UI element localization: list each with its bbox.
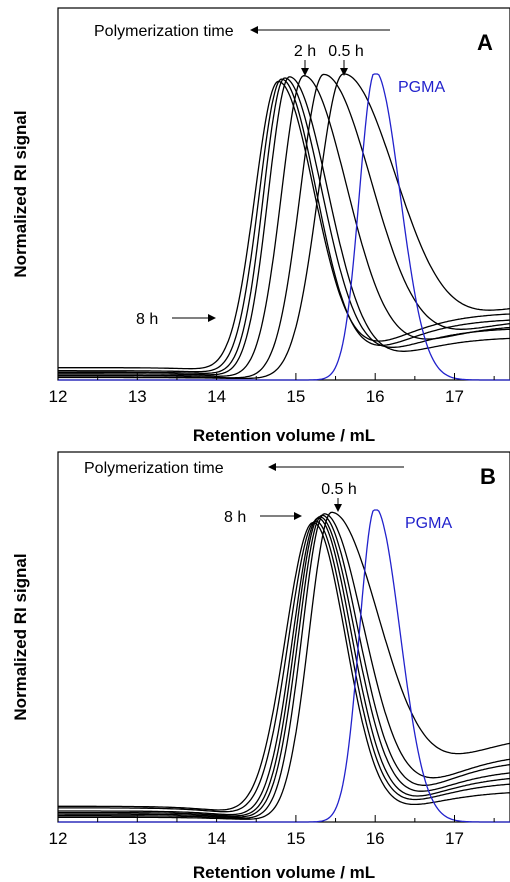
- panel-a: 12 13 14 15 16 17 Polymerization time A 2 h 0…: [11, 7, 510, 445]
- x-tick-label: 17: [445, 387, 464, 406]
- panel-a-8h-label: 8 h: [136, 311, 158, 328]
- panel-b-curves: [58, 509, 510, 823]
- series-4-line: [58, 76, 510, 376]
- series-pgma-line: [58, 73, 510, 381]
- series-pgma-line: [58, 509, 510, 823]
- panel-a-x-ticks: 12 13 14 15 16 17: [49, 373, 495, 406]
- panel-b-8h-arrowhead: [294, 512, 302, 520]
- panel-b-05h-arrowhead: [334, 504, 342, 512]
- series-3-line: [58, 517, 510, 816]
- series-6-line: [58, 513, 510, 819]
- panel-b-frame: [57, 451, 510, 823]
- panel-a-curves: [58, 73, 510, 381]
- x-tick-label: 17: [445, 829, 464, 848]
- series-2-line: [58, 520, 510, 813]
- panel-a-y-axis-label: Normalized RI signal: [11, 110, 30, 277]
- x-tick-label: 16: [366, 387, 385, 406]
- x-tick-label: 14: [207, 829, 226, 848]
- series-6-line: [58, 73, 510, 379]
- panel-a-time-arrowhead: [250, 26, 258, 34]
- panel-a-frame: [57, 7, 510, 381]
- series-2-line: [58, 78, 510, 373]
- series-4-line: [58, 516, 510, 817]
- panel-a-05h-arrowhead: [340, 68, 348, 76]
- panel-a-8h-arrowhead: [208, 314, 216, 322]
- panel-b-x-axis-label: Retention volume / mL: [193, 863, 375, 882]
- x-tick-label: 12: [49, 387, 68, 406]
- panel-b-arrow-text: Polymerization time: [84, 460, 224, 477]
- panel-a-peak-label-05h: 0.5 h: [328, 43, 364, 60]
- x-tick-label: 14: [207, 387, 226, 406]
- panel-b: 12 13 14 15 16 17 Polymerization time B 0.5 h…: [11, 451, 510, 882]
- panel-a-letter: A: [477, 30, 493, 55]
- x-tick-label: 16: [366, 829, 385, 848]
- panel-b-y-axis-label: Normalized RI signal: [11, 553, 30, 720]
- series-7-line: [58, 73, 510, 380]
- x-tick-label: 15: [286, 387, 305, 406]
- panel-a-pgma-label: PGMA: [398, 79, 445, 96]
- series-5-line: [58, 75, 510, 377]
- x-tick-label: 12: [49, 829, 68, 848]
- series-5-line: [58, 514, 510, 818]
- panel-a-arrow-text: Polymerization time: [94, 23, 234, 40]
- panel-b-pgma-label: PGMA: [405, 515, 452, 532]
- panel-b-time-arrowhead: [268, 463, 276, 471]
- panel-b-x-ticks: 12 13 14 15 16 17: [49, 815, 495, 848]
- series-1-line: [58, 521, 510, 811]
- panel-b-peak-label-05h: 0.5 h: [321, 481, 357, 498]
- series-7-line: [58, 511, 510, 820]
- panel-b-letter: B: [480, 464, 496, 489]
- x-tick-label: 13: [128, 387, 147, 406]
- panel-a-peak-label-2h: 2 h: [294, 43, 316, 60]
- x-tick-label: 13: [128, 829, 147, 848]
- panel-a-x-axis-label: Retention volume / mL: [193, 426, 375, 445]
- x-tick-label: 15: [286, 829, 305, 848]
- panel-b-8h-label: 8 h: [224, 509, 246, 526]
- panel-a-2h-arrowhead: [301, 68, 309, 76]
